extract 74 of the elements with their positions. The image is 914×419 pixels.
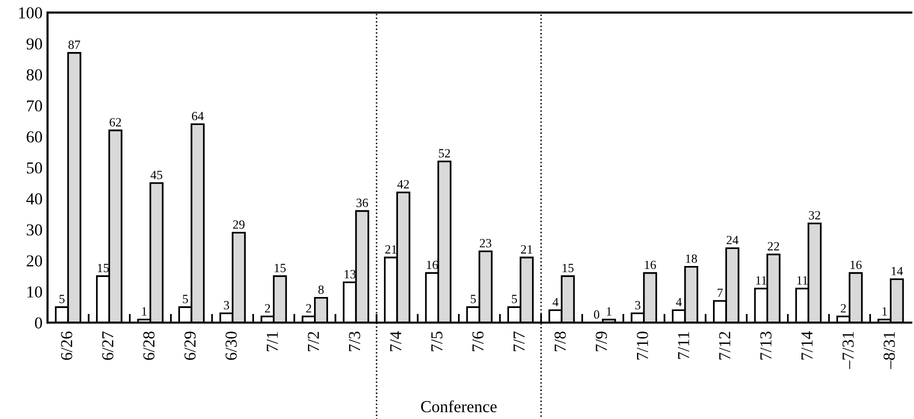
data-label: 11 <box>797 276 808 284</box>
x-tick-label: 7/9 <box>596 332 607 352</box>
y-tick-label: 70 <box>27 100 42 112</box>
data-label: 16 <box>850 260 862 270</box>
x-tick-label: 7/11 <box>678 332 690 359</box>
data-label: 0 <box>594 310 600 319</box>
y-tick-label: 80 <box>26 69 42 81</box>
data-label: 1 <box>606 307 612 316</box>
x-tick-label: 6/29 <box>184 332 196 360</box>
data-label: 3 <box>224 301 230 310</box>
data-label: 52 <box>438 149 450 158</box>
x-tick-label: 7/14 <box>801 331 813 360</box>
data-label: 5 <box>470 294 476 304</box>
data-label: 15 <box>274 264 286 272</box>
x-tick-label: –7/31 <box>842 332 854 370</box>
data-label: 15 <box>98 264 109 272</box>
x-tick-label: 7/5 <box>431 332 442 352</box>
data-label: 4 <box>676 298 682 306</box>
x-tick-label: 7/6 <box>472 331 484 352</box>
data-label: 3 <box>635 301 640 310</box>
data-label: 5 <box>512 294 517 304</box>
y-tick-label: 10 <box>27 286 42 298</box>
data-label: 16 <box>644 260 656 270</box>
data-label: 32 <box>808 211 820 220</box>
y-tick-label: 50 <box>26 162 42 174</box>
data-label: 36 <box>356 198 368 208</box>
x-tick-label: 6/28 <box>143 332 155 360</box>
data-label: 23 <box>480 238 492 248</box>
x-tick-label: 6/26 <box>61 331 72 360</box>
x-tick-label: 7/8 <box>554 332 566 352</box>
data-label: 62 <box>110 118 121 126</box>
data-label: 42 <box>397 180 409 188</box>
y-tick-label: 0 <box>34 317 42 329</box>
data-label: 18 <box>686 254 697 263</box>
y-tick-label: 60 <box>26 131 42 143</box>
data-label: 8 <box>318 285 324 294</box>
data-label: 15 <box>562 264 574 272</box>
x-tick-label: 7/13 <box>760 332 772 360</box>
y-tick-label: 30 <box>26 224 42 236</box>
data-label: 87 <box>68 40 80 49</box>
data-label: 1 <box>882 307 887 316</box>
y-tick-label: 20 <box>26 255 42 267</box>
data-label: 29 <box>233 220 245 229</box>
data-label: 2 <box>264 304 270 312</box>
x-tick-label: –8/31 <box>884 332 895 370</box>
data-label: 1 <box>142 307 147 316</box>
x-tick-label: 6/27 <box>102 331 114 360</box>
x-tick-label: 6/30 <box>226 332 237 360</box>
data-label: 2 <box>306 304 312 312</box>
data-label: 24 <box>726 236 738 244</box>
data-label: 45 <box>150 170 162 180</box>
text: Conference <box>421 400 497 412</box>
data-label: 2 <box>840 304 846 312</box>
x-tick-label: 7/2 <box>308 332 320 352</box>
data-label: 21 <box>385 245 396 254</box>
data-label: 16 <box>426 260 438 270</box>
x-tick-label: 7/7 <box>514 331 525 352</box>
x-tick-label: 7/3 <box>348 332 360 352</box>
x-tick-label: 7/12 <box>719 332 730 360</box>
data-label: 11 <box>756 276 766 284</box>
data-label: 14 <box>892 266 903 276</box>
y-tick-label: 40 <box>26 193 42 205</box>
y-tick-label: 90 <box>26 38 42 50</box>
data-label: 64 <box>192 112 204 120</box>
y-tick-label: 100 <box>19 7 42 19</box>
data-label: 5 <box>182 294 188 304</box>
data-label: 5 <box>60 294 65 304</box>
x-tick-label: 7/10 <box>636 332 648 360</box>
data-label: 22 <box>768 242 780 250</box>
data-label: 7 <box>718 288 723 297</box>
data-label: 4 <box>552 298 558 306</box>
data-label: 21 <box>520 245 532 254</box>
x-tick-label: 7/1 <box>266 332 278 352</box>
x-tick-label: 7/4 <box>390 331 402 352</box>
